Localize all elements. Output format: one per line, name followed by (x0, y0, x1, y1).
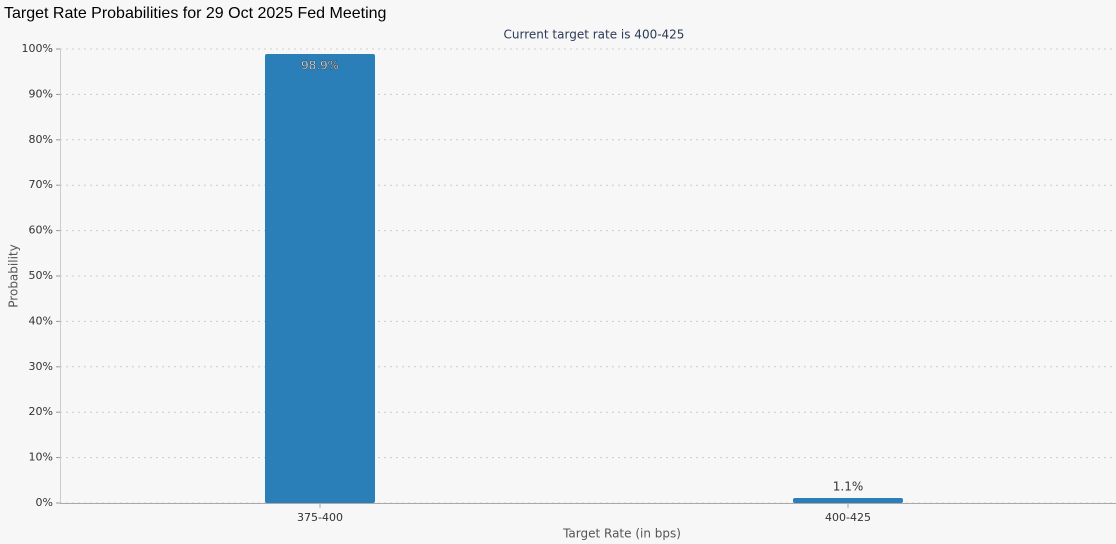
y-tick-label: 70% (29, 178, 53, 191)
x-tick-label: 400-425 (825, 511, 871, 524)
value-label: 98.9% (301, 58, 339, 72)
value-label: 1.1% (833, 480, 864, 494)
y-tick-label: 0% (36, 496, 53, 509)
y-tick-label: 60% (29, 224, 53, 237)
y-tick-label: 40% (29, 314, 53, 327)
chart-title: Target Rate Probabilities for 29 Oct 202… (4, 5, 386, 22)
x-tick-label: 375-400 (297, 511, 343, 524)
y-tick-label: 50% (29, 269, 53, 282)
bar (265, 53, 375, 504)
bar (793, 498, 903, 503)
y-axis-label: Probability (7, 244, 21, 307)
y-tick-label: 30% (29, 360, 53, 373)
y-tick-label: 80% (29, 133, 53, 146)
y-tick-label: 10% (29, 451, 53, 464)
y-tick-label: 100% (22, 42, 53, 55)
y-tick-label: 20% (29, 405, 53, 418)
y-tick-label: 90% (29, 87, 53, 100)
chart-subtitle: Current target rate is 400-425 (504, 28, 685, 42)
x-axis-label: Target Rate (in bps) (562, 527, 681, 541)
